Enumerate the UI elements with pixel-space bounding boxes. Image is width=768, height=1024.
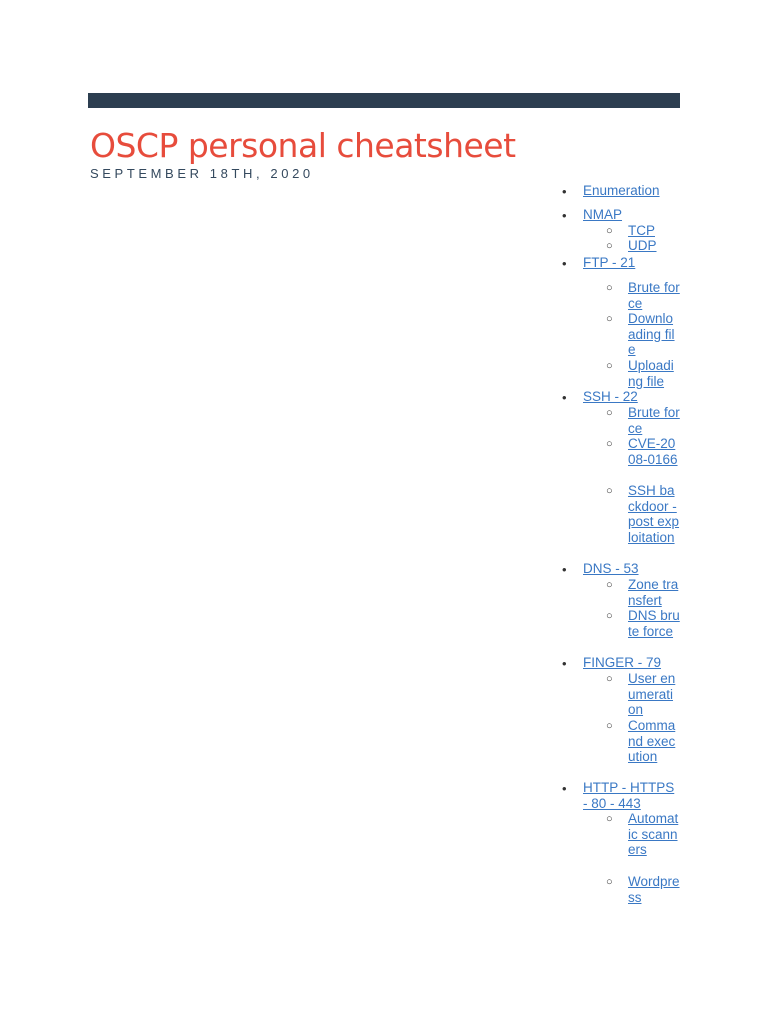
circle-bullet-icon: ○: [606, 282, 613, 294]
toc-link-dns[interactable]: DNS - 53: [583, 561, 639, 576]
toc-link-nmap[interactable]: NMAP: [583, 207, 623, 222]
circle-bullet-icon: ○: [606, 313, 613, 325]
circle-bullet-icon: ○: [606, 813, 613, 825]
disc-bullet-icon: •: [562, 562, 567, 577]
circle-bullet-icon: ○: [606, 360, 613, 372]
disc-bullet-icon: •: [562, 390, 567, 405]
toc-link-ftp-uploading-file[interactable]: Uploading file: [628, 358, 674, 389]
toc-link-http-automatic-scanners[interactable]: Automatic scanners: [628, 811, 679, 858]
page-title: OSCP personal cheatsheet: [90, 126, 516, 165]
disc-bullet-icon: •: [562, 208, 567, 223]
circle-bullet-icon: ○: [606, 485, 613, 497]
toc-link-ssh[interactable]: SSH - 22: [583, 389, 638, 404]
toc-link-ssh-brute-force[interactable]: Brute force: [628, 405, 680, 436]
circle-bullet-icon: ○: [606, 407, 613, 419]
toc-link-nmap-udp[interactable]: UDP: [628, 238, 657, 253]
toc-link-dns-zone-transfert[interactable]: Zone transfert: [628, 577, 679, 608]
toc-link-http[interactable]: HTTP - HTTPS - 80 - 443: [583, 780, 675, 811]
toc-link-http-wordpress[interactable]: Wordpress: [628, 874, 680, 905]
toc-link-ftp-downloading-file[interactable]: Downloading file: [628, 311, 675, 358]
disc-bullet-icon: •: [562, 184, 567, 199]
toc-link-nmap-tcp[interactable]: TCP: [628, 223, 655, 238]
circle-bullet-icon: ○: [606, 610, 613, 622]
circle-bullet-icon: ○: [606, 225, 613, 237]
circle-bullet-icon: ○: [606, 673, 613, 685]
toc-link-ftp[interactable]: FTP - 21: [583, 255, 636, 270]
circle-bullet-icon: ○: [606, 720, 613, 732]
toc-link-finger[interactable]: FINGER - 79: [583, 655, 662, 670]
disc-bullet-icon: •: [562, 781, 567, 796]
disc-bullet-icon: •: [562, 656, 567, 671]
post-date: SEPTEMBER 18TH, 2020: [90, 166, 314, 181]
circle-bullet-icon: ○: [606, 438, 613, 450]
header-bar: [88, 93, 680, 108]
toc-link-dns-brute-force[interactable]: DNS brute force: [628, 608, 680, 639]
toc-link-ssh-cve[interactable]: CVE-2008-0166: [628, 436, 678, 467]
toc-link-ftp-brute-force[interactable]: Brute force: [628, 280, 680, 311]
circle-bullet-icon: ○: [606, 240, 613, 252]
toc-link-finger-command-execution[interactable]: Command execution: [628, 718, 676, 765]
circle-bullet-icon: ○: [606, 579, 613, 591]
circle-bullet-icon: ○: [606, 876, 613, 888]
toc-link-ssh-backdoor[interactable]: SSH backdoor - post exploitation: [628, 483, 680, 545]
toc-link-enumeration[interactable]: Enumeration: [583, 183, 660, 198]
disc-bullet-icon: •: [562, 256, 567, 271]
toc-link-finger-user-enumeration[interactable]: User enumeration: [628, 671, 676, 718]
